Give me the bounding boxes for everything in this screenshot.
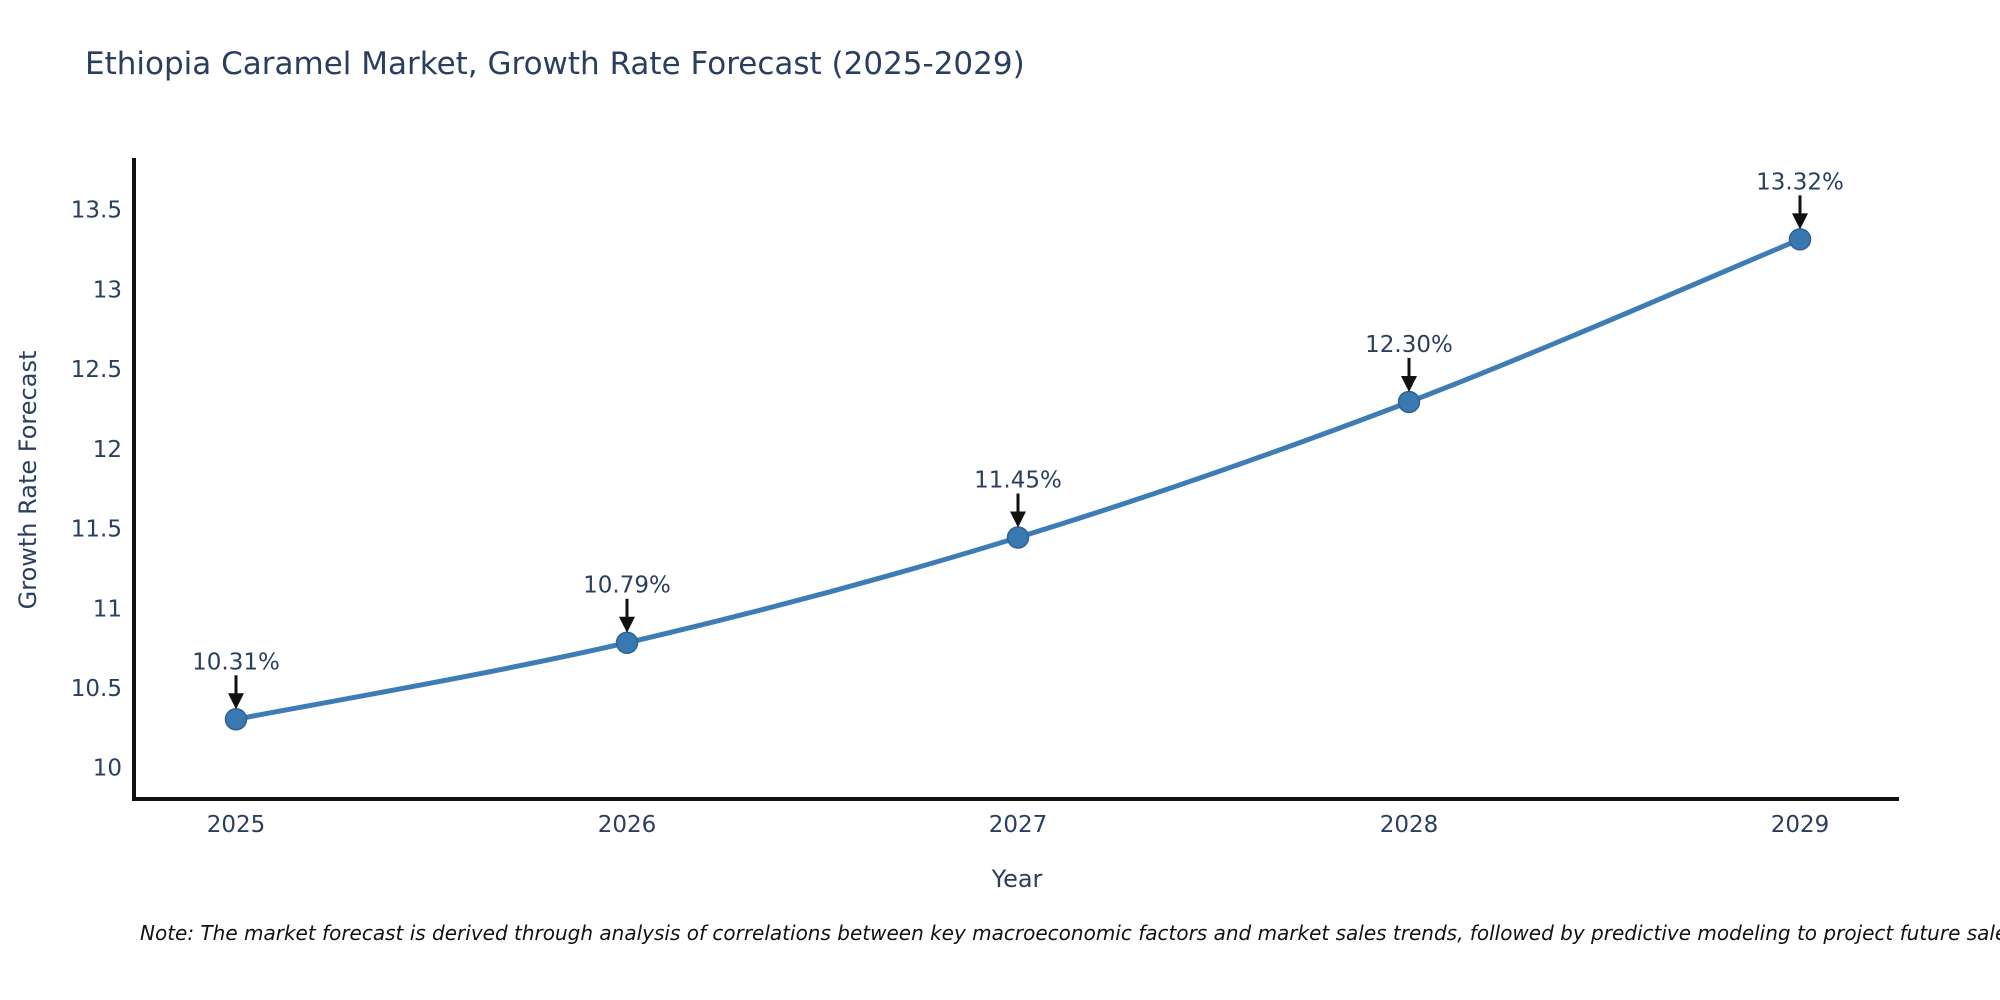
data-point-marker[interactable]	[1006, 526, 1030, 549]
y-tick-label: 11	[93, 596, 122, 622]
annotation-label: 13.32%	[1756, 169, 1844, 195]
y-tick-label: 11.5	[71, 517, 122, 543]
data-point-marker[interactable]	[615, 631, 639, 654]
annotation-arrowhead	[1010, 511, 1026, 528]
y-tick-label: 10.5	[71, 676, 122, 702]
annotation-label: 10.79%	[583, 573, 671, 599]
x-tick-label: 2027	[989, 812, 1048, 838]
x-tick-label: 2029	[1771, 812, 1830, 838]
y-tick-label: 12.5	[71, 357, 122, 383]
annotation-arrowhead	[228, 693, 244, 710]
x-tick-label: 2028	[1380, 812, 1439, 838]
data-point-marker[interactable]	[1397, 390, 1421, 414]
axis-spines	[132, 158, 1899, 801]
y-tick-label: 10	[93, 756, 122, 782]
annotation-arrowhead	[1792, 213, 1808, 230]
annotation-arrowhead	[1401, 375, 1417, 392]
x-tick-label: 2026	[598, 812, 657, 838]
data-point-marker[interactable]	[1788, 228, 1812, 251]
x-axis-title: Year	[991, 865, 1043, 893]
annotation-label: 11.45%	[974, 467, 1062, 493]
annotation-label: 12.30%	[1365, 332, 1453, 358]
y-tick-label: 13	[93, 277, 122, 303]
annotation-label: 10.31%	[192, 649, 280, 675]
y-tick-label: 12	[93, 437, 122, 463]
footnote: Note: The market forecast is derived thr…	[140, 921, 2000, 945]
y-tick-label: 13.5	[71, 198, 122, 224]
data-point-marker[interactable]	[224, 708, 248, 731]
x-tick-label: 2025	[207, 812, 266, 838]
annotation-arrowhead	[619, 616, 635, 633]
chart-title: Ethiopia Caramel Market, Growth Rate For…	[85, 46, 1025, 82]
